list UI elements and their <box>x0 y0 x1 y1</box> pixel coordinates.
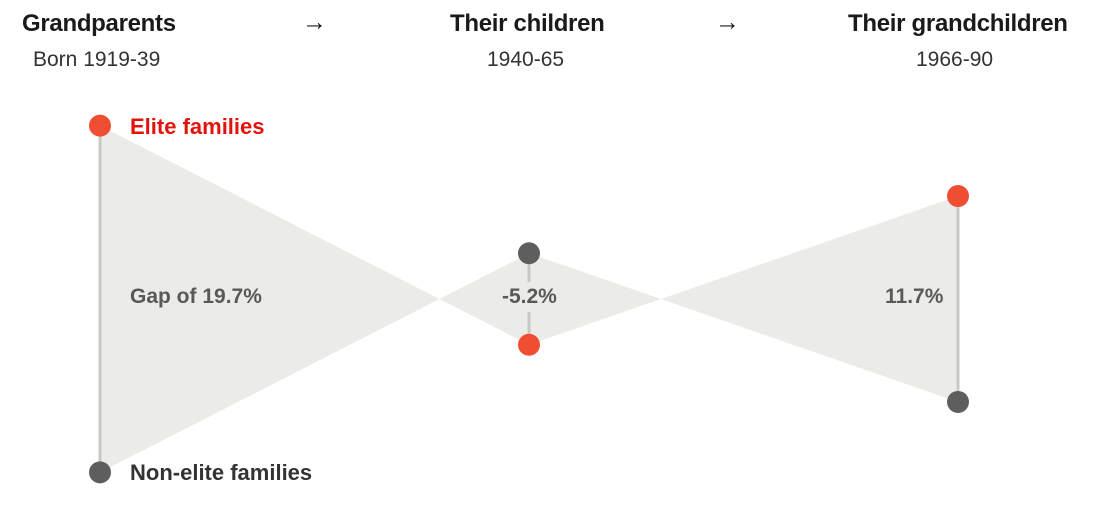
dot-elite-children <box>518 333 540 356</box>
generation-title-grandchildren: Their grandchildren <box>848 10 1068 37</box>
gap-band-grandchildren-left <box>661 196 958 402</box>
generation-years-grandchildren: 1966-90 <box>916 48 994 71</box>
generation-years-children: 1940-65 <box>487 48 565 71</box>
gap-label-grandchildren: 11.7% <box>885 285 944 308</box>
dot-non-elite-grandchildren <box>947 390 969 413</box>
gap-label-children: -5.2% <box>502 285 557 308</box>
gap-band-grandparents-right <box>100 125 440 473</box>
gap-band-children-left <box>439 253 529 345</box>
dot-elite-grandparents <box>89 114 111 137</box>
generation-title-grandparents: Grandparents <box>22 10 176 37</box>
legend-non-elite-families: Non-elite families <box>130 460 312 485</box>
generation-title-children: Their children <box>450 10 605 37</box>
dot-elite-grandchildren <box>947 185 969 208</box>
gap-label-grandparents: Gap of 19.7% <box>130 285 262 308</box>
arrow-icon: → <box>715 8 740 36</box>
gap-band-children-right <box>529 253 661 345</box>
arrow-icon: → <box>302 8 327 36</box>
generation-years-grandparents: Born 1919-39 <box>33 48 161 71</box>
legend-elite-families: Elite families <box>130 114 265 139</box>
label-backdrop <box>505 282 559 312</box>
dot-non-elite-grandparents <box>89 461 111 484</box>
dot-non-elite-children <box>518 242 540 265</box>
